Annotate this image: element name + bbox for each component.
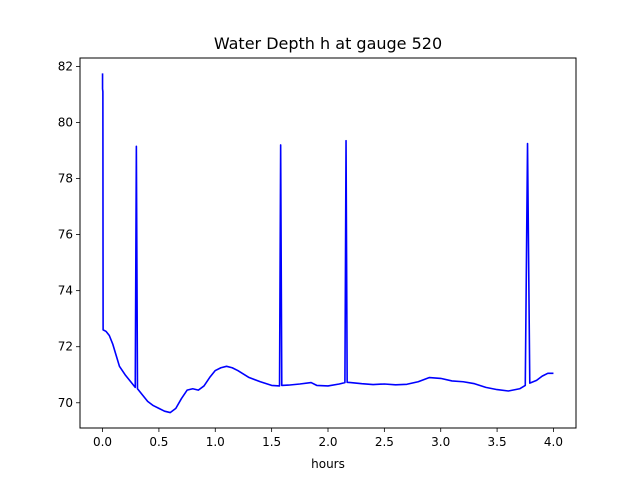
x-axis: 0.0 0.5 1.0 1.5 2.0 2.5 3.0 3.5 4.0 bbox=[93, 428, 563, 449]
y-tick-label: 80 bbox=[58, 115, 73, 129]
x-tick-label: 0.5 bbox=[149, 435, 168, 449]
x-tick-label: 3.5 bbox=[488, 435, 507, 449]
y-tick-label: 78 bbox=[58, 172, 73, 186]
x-tick-label: 1.0 bbox=[206, 435, 225, 449]
y-tick-label: 76 bbox=[58, 228, 73, 242]
plot-frame bbox=[79, 57, 577, 429]
chart-title: Water Depth h at gauge 520 bbox=[214, 34, 442, 53]
x-tick-label: 3.0 bbox=[431, 435, 450, 449]
x-tick-label: 2.5 bbox=[375, 435, 394, 449]
x-axis-label: hours bbox=[311, 457, 345, 471]
y-tick-label: 70 bbox=[58, 396, 73, 410]
y-tick-label: 82 bbox=[58, 59, 73, 73]
x-tick-label: 4.0 bbox=[544, 435, 563, 449]
y-tick-label: 74 bbox=[58, 284, 73, 298]
x-tick-label: 2.0 bbox=[318, 435, 337, 449]
x-tick-label: 1.5 bbox=[262, 435, 281, 449]
y-tick-label: 72 bbox=[58, 340, 73, 354]
series-line-group bbox=[101, 73, 554, 414]
series-line-0 bbox=[101, 73, 554, 414]
y-axis: 70 72 74 76 78 80 82 bbox=[58, 59, 80, 410]
x-tick-label: 0.0 bbox=[93, 435, 112, 449]
